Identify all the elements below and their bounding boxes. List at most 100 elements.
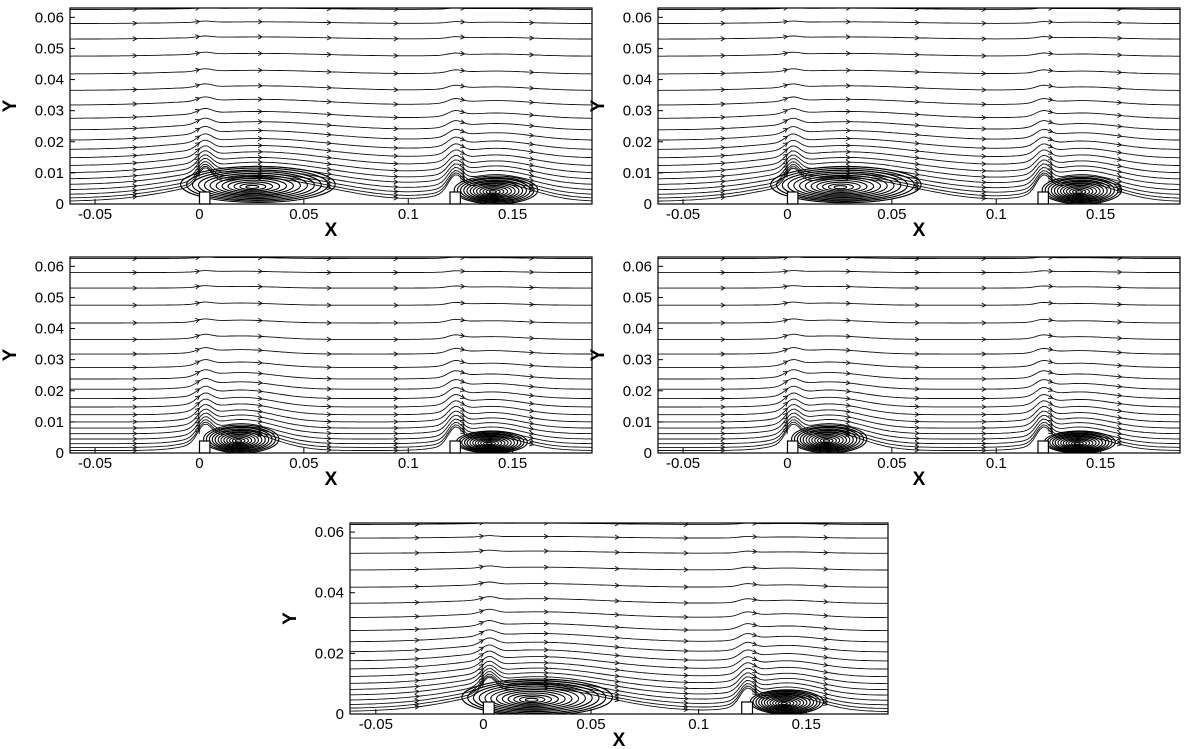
flow-arrow [460, 96, 466, 103]
vortex-streamline [766, 696, 805, 710]
y-tick-label: 0.06 [623, 9, 652, 26]
flow-arrow [914, 386, 920, 392]
flow-arrow [914, 376, 920, 382]
flow-arrow [981, 364, 987, 371]
flow-arrow [460, 257, 466, 260]
flow-arrow [981, 8, 987, 12]
flow-arrow [460, 169, 466, 174]
flow-arrow [414, 689, 420, 695]
flow-arrow [132, 419, 138, 425]
flow-arrow [132, 114, 138, 120]
y-axis-title: Y [0, 348, 21, 361]
flow-arrow [257, 402, 264, 408]
flow-arrow [529, 162, 535, 168]
flow-arrow [326, 69, 332, 75]
flow-arrow [194, 96, 201, 102]
flow-arrow [1048, 19, 1054, 25]
flow-arrow [914, 425, 920, 431]
chart-svg: -0.05 0 0.05 0.1 0.15 0 0.01 0.02 0.03 0.04 0.05 0.… [0, 256, 593, 490]
flow-arrow [720, 425, 726, 431]
flow-arrow [194, 371, 201, 376]
flow-arrow [132, 87, 138, 93]
plot-area [658, 8, 1180, 204]
flow-arrow [1117, 425, 1123, 431]
x-tick-label: 0.05 [289, 455, 318, 472]
flow-arrow [1117, 52, 1123, 58]
flow-arrow [823, 599, 829, 605]
flow-arrow [845, 388, 852, 394]
flow-arrow [720, 160, 726, 166]
flow-arrow [981, 395, 987, 402]
vortex-streamline [484, 685, 586, 711]
flow-arrow [194, 380, 201, 385]
flow-arrow [914, 122, 920, 128]
flow-arrow [614, 683, 620, 689]
vortex [180, 165, 336, 203]
flow-arrow [132, 351, 138, 357]
flow-arrow [393, 302, 399, 308]
flow-arrow [614, 644, 620, 650]
streamline [658, 154, 1180, 180]
flow-arrow [752, 581, 758, 587]
x-tick-label: 0.1 [986, 455, 1007, 472]
y-tick-label: 0.05 [35, 289, 64, 306]
x-tick-label: -0.05 [666, 455, 700, 472]
flow-arrow [845, 119, 852, 125]
flow-arrow [460, 268, 466, 274]
flow-arrow [1117, 269, 1123, 275]
flow-arrow [478, 658, 485, 664]
streamline [658, 68, 1180, 75]
flow-arrow [914, 404, 920, 410]
flow-arrow [1117, 69, 1123, 75]
flow-arrow [393, 20, 399, 26]
flow-arrow [478, 639, 485, 644]
flow-arrow [683, 638, 689, 644]
flow-arrow [1117, 141, 1123, 148]
flow-arrow [614, 566, 620, 572]
vortex-streamline [524, 697, 539, 702]
flow-arrow [132, 70, 138, 76]
flow-arrow [414, 523, 420, 527]
flow-arrow [326, 166, 332, 172]
flow-arrow [1048, 136, 1054, 142]
flow-arrow [194, 401, 201, 407]
flow-arrow [393, 184, 399, 190]
flow-arrow [823, 534, 829, 541]
y-tick-label: 0 [56, 196, 64, 213]
vortex [453, 175, 539, 204]
vortex-streamline [787, 171, 902, 200]
flow-arrow [195, 416, 201, 423]
flow-arrow [845, 257, 852, 261]
y-axis-title: Y [280, 612, 301, 625]
vortex-streamline [463, 433, 519, 452]
flow-arrow [752, 632, 758, 638]
y-axis-title: Y [588, 348, 609, 361]
flow-arrow [195, 19, 201, 25]
vortex [461, 678, 614, 714]
flow-arrow [1048, 172, 1054, 178]
flow-arrow [720, 101, 726, 107]
vortex-streamline [239, 183, 267, 191]
flow-arrow [614, 582, 620, 588]
flow-arrow [414, 566, 420, 573]
flow-arrow [257, 154, 264, 161]
flow-arrow [529, 430, 535, 436]
flow-arrow [914, 440, 920, 446]
flow-arrow [478, 596, 485, 602]
flow-arrow [914, 171, 920, 177]
flow-arrow [1048, 67, 1054, 73]
flow-arrow [460, 160, 466, 166]
flow-arrow [683, 584, 689, 590]
flow-arrow [529, 141, 535, 147]
vortex-streamline [214, 429, 266, 450]
flow-arrow [1048, 394, 1054, 399]
flow-arrow [195, 8, 201, 11]
flow-arrow [1048, 411, 1054, 417]
flow-arrow [845, 360, 852, 366]
vortex-streamline [1075, 190, 1083, 194]
flow-arrow [981, 336, 987, 343]
streamline [658, 96, 1180, 106]
flow-arrow [782, 128, 789, 133]
flow-arrow [478, 630, 485, 636]
flow-arrow [393, 8, 399, 12]
